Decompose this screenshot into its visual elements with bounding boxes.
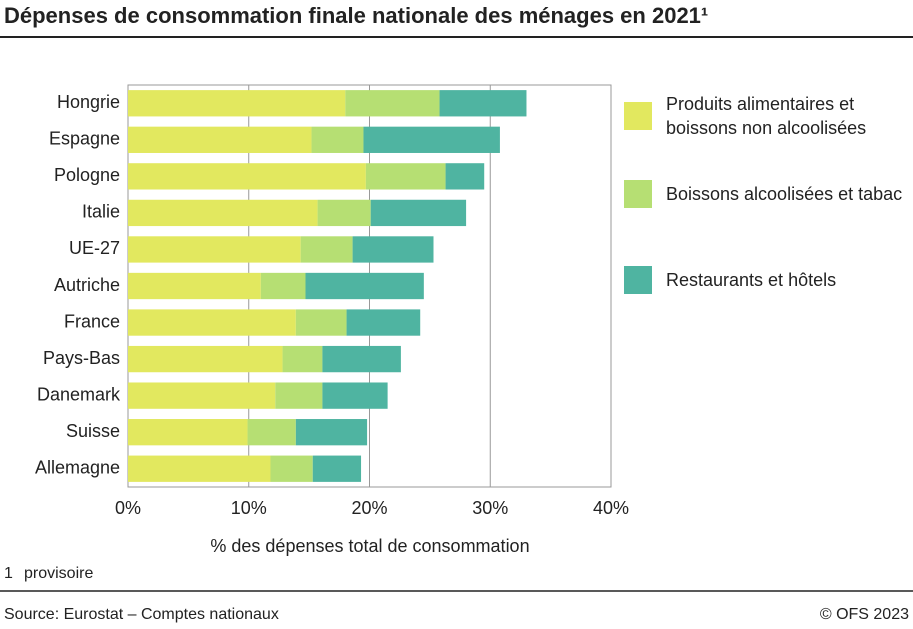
bar-segment: [305, 272, 424, 300]
bar-segment: [439, 90, 527, 117]
x-axis-label: % des dépenses total de consommation: [210, 536, 529, 556]
bar-segment: [128, 163, 366, 190]
y-tick-label: Danemark: [37, 384, 121, 404]
legend-label: Restaurants et hôtels: [666, 270, 837, 290]
bar-segment: [445, 163, 485, 190]
footnote-marker: 1: [4, 565, 13, 582]
bar-segment: [128, 126, 312, 153]
legend-label: Produits alimentaires et boissons non al…: [666, 94, 867, 138]
bar-segment: [322, 345, 401, 373]
bar-segment: [260, 272, 306, 300]
chart-title: Dépenses de consommation finale national…: [4, 3, 708, 28]
x-tick-label: 30%: [472, 498, 508, 518]
bar-segment: [295, 309, 347, 336]
bar-segment: [275, 382, 323, 409]
bar-segment: [128, 90, 346, 117]
y-tick-label: Suisse: [66, 421, 120, 441]
y-tick-label: Autriche: [54, 275, 120, 295]
bar-segment: [312, 455, 362, 482]
y-tick-label: Pologne: [54, 165, 120, 185]
bar-segment: [128, 345, 283, 373]
x-tick-label: 10%: [231, 498, 267, 518]
bar-segment: [352, 236, 434, 263]
legend-swatch: [624, 102, 652, 130]
x-tick-label: 40%: [593, 498, 629, 518]
bar-segment: [270, 455, 313, 482]
bar-segment: [317, 199, 371, 227]
footnote-text: provisoire: [24, 565, 93, 582]
legend-swatch: [624, 266, 652, 294]
bar-segment: [128, 419, 248, 446]
bar-segment: [128, 382, 276, 409]
bar-segment: [128, 455, 271, 482]
bar-segment: [370, 199, 467, 227]
y-tick-label: France: [64, 311, 120, 331]
legend-label: Boissons alcoolisées et tabac: [666, 184, 903, 204]
y-tick-label: Pays-Bas: [43, 348, 120, 368]
bar-segment: [365, 163, 446, 190]
y-tick-label: UE-27: [69, 238, 120, 258]
y-tick-label: Allemagne: [35, 457, 120, 477]
bar-segment: [363, 126, 500, 153]
bar-segment: [282, 345, 323, 373]
bar-segment: [247, 419, 296, 446]
source: Source: Eurostat – Comptes nationaux: [4, 606, 279, 623]
x-tick-label: 20%: [351, 498, 387, 518]
x-tick-label: 0%: [115, 498, 141, 518]
bar-segment: [128, 236, 301, 263]
y-tick-label: Italie: [82, 202, 120, 222]
bar-segment: [295, 419, 368, 446]
bar-segment: [128, 272, 261, 300]
bar-segment: [300, 236, 353, 263]
bar-segment: [322, 382, 388, 409]
bar-segment: [311, 126, 364, 153]
copyright: © OFS 2023: [820, 606, 909, 623]
y-tick-label: Hongrie: [57, 92, 120, 112]
bar-segment: [346, 309, 421, 336]
legend-swatch: [624, 180, 652, 208]
bar-segment: [128, 309, 296, 336]
bar-segment: [128, 199, 318, 227]
bar-segment: [345, 90, 440, 117]
y-tick-label: Espagne: [49, 129, 120, 149]
